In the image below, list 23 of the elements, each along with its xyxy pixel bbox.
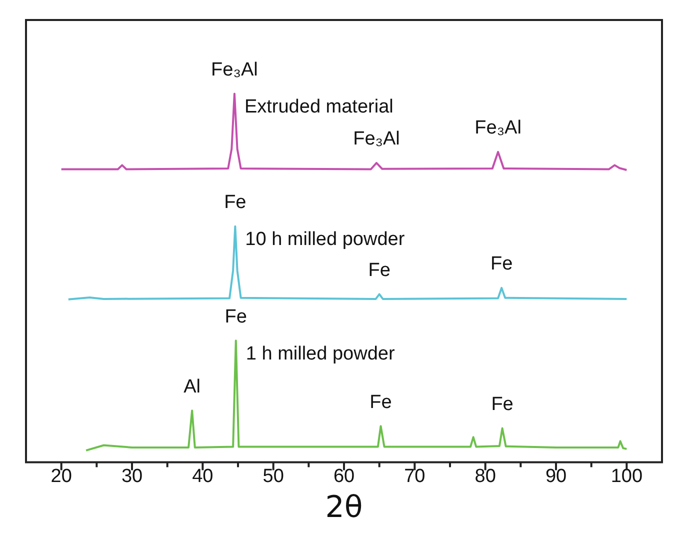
annotation: Fe₃Al bbox=[211, 59, 258, 80]
x-tick-label: 40 bbox=[192, 466, 214, 487]
x-tick-label: 50 bbox=[262, 466, 284, 487]
x-tick-label: 30 bbox=[121, 466, 143, 487]
x-tick-label: 90 bbox=[545, 466, 567, 487]
annotation: Fe₃Al bbox=[474, 118, 522, 139]
x-tick-label: 20 bbox=[50, 466, 72, 487]
annotation: Fe bbox=[490, 254, 513, 275]
x-tick-label: 80 bbox=[474, 466, 496, 487]
annotation: Fe bbox=[224, 192, 246, 214]
annotation: Al bbox=[184, 376, 201, 398]
annotation: Fe bbox=[368, 260, 390, 281]
annotation: Fe₃Al bbox=[353, 128, 400, 150]
x-tick-label: 100 bbox=[610, 466, 643, 487]
series-label: 10 h milled powder bbox=[245, 229, 406, 250]
x-tick-label: 60 bbox=[333, 466, 355, 487]
annotation: Fe bbox=[491, 394, 514, 416]
x-axis-title: 2θ bbox=[325, 490, 363, 525]
annotation: Fe bbox=[370, 392, 392, 413]
series-label: 1 h milled powder bbox=[246, 343, 396, 364]
series-label: Extruded material bbox=[244, 96, 394, 118]
x-tick-label: 70 bbox=[404, 466, 426, 487]
annotation: Fe bbox=[224, 306, 247, 328]
